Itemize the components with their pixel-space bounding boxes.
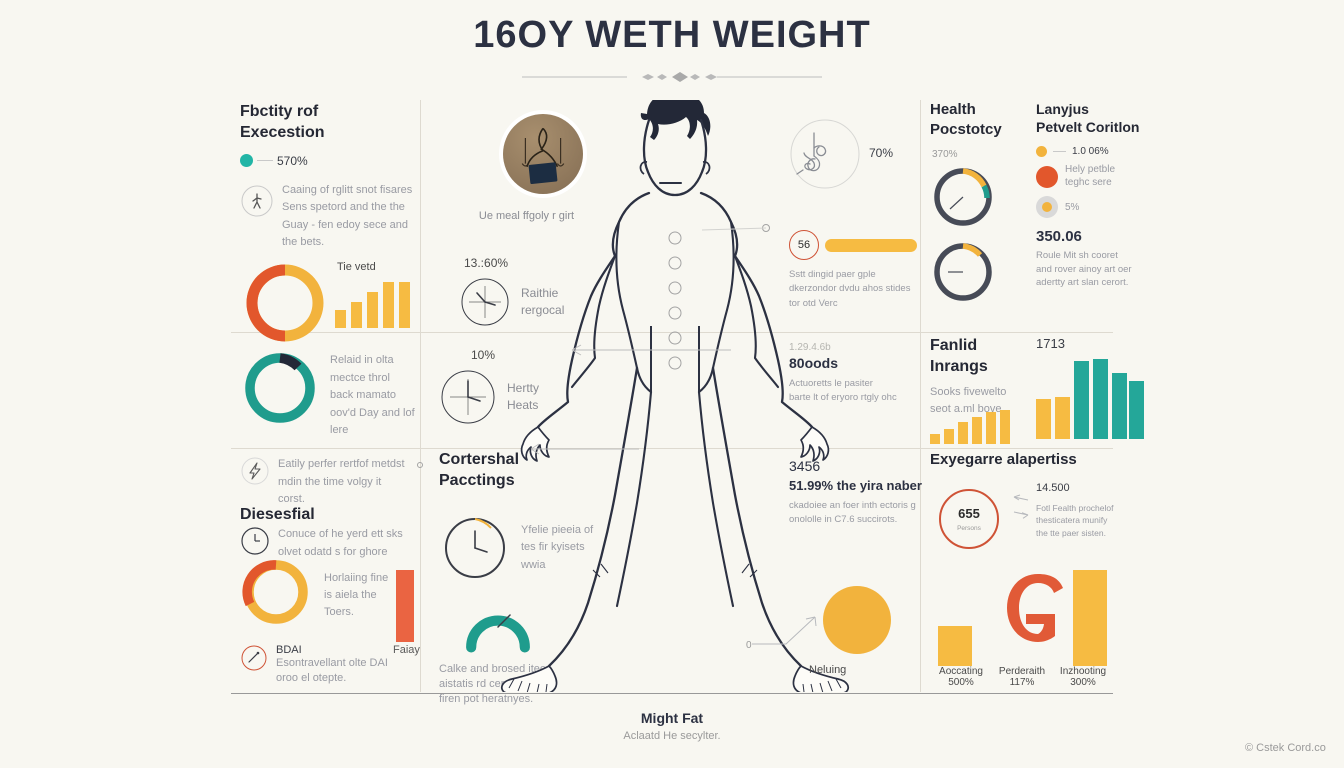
svg-text:Persons: Persons: [957, 525, 982, 532]
svg-text:655: 655: [958, 506, 980, 521]
